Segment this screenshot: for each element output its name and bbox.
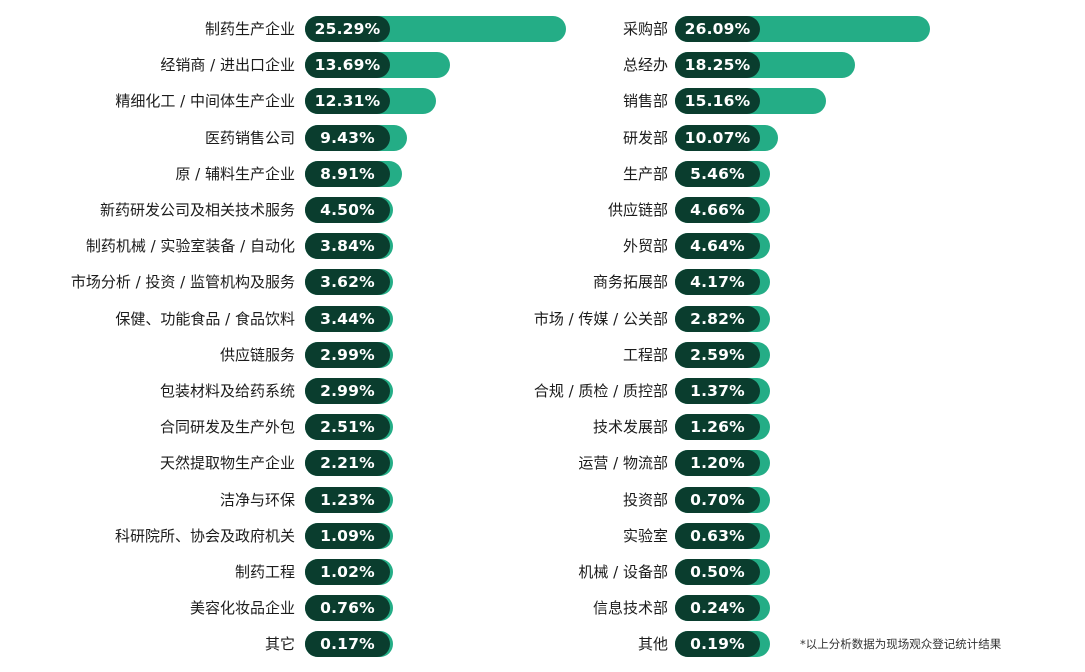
category-label: 制药机械 / 实验室装备 / 自动化 — [85, 237, 295, 256]
value-label-pill: 2.82% — [675, 305, 760, 332]
category-label: 制药工程 — [234, 563, 295, 581]
category-label: 合规 / 质检 / 质控部 — [533, 382, 668, 400]
value-label-pill: 0.70% — [675, 486, 760, 513]
category-label: 合同研发及生产外包 — [159, 418, 295, 437]
value-label-pill: 0.63% — [675, 522, 760, 549]
category-label: 技术发展部 — [592, 418, 668, 437]
category-label: 新药研发公司及相关技术服务 — [99, 201, 295, 219]
category-label: 其它 — [264, 635, 295, 654]
value-label-pill: 3.62% — [305, 269, 390, 296]
value-label-pill: 8.91% — [305, 160, 390, 187]
category-label: 洁净与环保 — [219, 490, 295, 509]
value-label-pill: 0.17% — [305, 631, 390, 658]
value-label-pill: 0.76% — [305, 595, 390, 622]
value-label-pill: 1.37% — [675, 378, 760, 404]
category-label: 精细化工 / 中间体生产企业 — [115, 92, 295, 111]
category-label: 总经办 — [622, 56, 668, 75]
value-label-pill: 12.31% — [305, 88, 390, 115]
category-label: 商务拓展部 — [592, 273, 668, 292]
value-label-pill: 0.50% — [675, 559, 760, 585]
category-label: 制药生产企业 — [204, 20, 295, 38]
category-label: 外贸部 — [622, 237, 668, 256]
category-label: 经销商 / 进出口企业 — [160, 56, 295, 75]
value-label-pill: 1.09% — [305, 522, 390, 549]
value-label-pill: 1.23% — [305, 486, 390, 513]
footnote: *以上分析数据为现场观众登记统计结果 — [800, 637, 1002, 651]
category-label: 销售部 — [622, 92, 668, 111]
value-label-pill: 0.19% — [675, 631, 760, 658]
category-label: 市场分析 / 投资 / 监管机构及服务 — [70, 273, 295, 292]
value-label-pill: 2.21% — [305, 450, 390, 477]
value-label-pill: 5.46% — [675, 160, 760, 187]
value-label-pill: 26.09% — [675, 16, 760, 42]
category-label: 运营 / 物流部 — [578, 454, 668, 473]
category-label: 机械 / 设备部 — [578, 563, 668, 581]
category-label: 投资部 — [622, 490, 668, 509]
value-label-pill: 2.99% — [305, 341, 390, 368]
value-label-pill: 4.50% — [305, 197, 390, 223]
value-label-pill: 10.07% — [675, 124, 760, 151]
value-label-pill: 4.66% — [675, 197, 760, 223]
value-label-pill: 2.99% — [305, 378, 390, 404]
value-label-pill: 1.26% — [675, 414, 760, 441]
value-label-pill: 25.29% — [305, 16, 390, 42]
value-label-pill: 18.25% — [675, 52, 760, 79]
category-label: 科研院所、协会及政府机关 — [114, 526, 295, 545]
category-label: 原 / 辅料生产企业 — [175, 164, 295, 183]
category-label: 其他 — [637, 635, 668, 654]
value-label-pill: 4.64% — [675, 233, 760, 260]
category-label: 市场 / 传媒 / 公关部 — [533, 309, 668, 328]
category-label: 采购部 — [622, 20, 668, 38]
value-label-pill: 2.59% — [675, 341, 760, 368]
value-label-pill: 9.43% — [305, 124, 390, 151]
value-label-pill: 1.20% — [675, 450, 760, 477]
category-label: 研发部 — [622, 128, 668, 147]
category-label: 实验室 — [622, 526, 668, 545]
category-label: 生产部 — [622, 164, 668, 183]
value-label-pill: 4.17% — [675, 269, 760, 296]
value-label-pill: 3.44% — [305, 305, 390, 332]
category-label: 供应链服务 — [219, 345, 295, 364]
value-label-pill: 2.51% — [305, 414, 390, 441]
category-label: 包装材料及给药系统 — [159, 382, 295, 400]
category-label: 供应链部 — [607, 201, 668, 219]
category-label: 天然提取物生产企业 — [159, 454, 295, 473]
category-label: 工程部 — [622, 345, 668, 364]
value-label-pill: 15.16% — [675, 88, 760, 115]
value-label-pill: 0.24% — [675, 595, 760, 622]
value-label-pill: 13.69% — [305, 52, 390, 79]
category-label: 信息技术部 — [592, 599, 668, 618]
value-label-pill: 1.02% — [305, 559, 390, 585]
category-label: 保健、功能食品 / 食品饮料 — [115, 309, 295, 328]
value-label-pill: 3.84% — [305, 233, 390, 260]
category-label: 医药销售公司 — [204, 128, 295, 147]
category-label: 美容化妆品企业 — [189, 599, 295, 618]
